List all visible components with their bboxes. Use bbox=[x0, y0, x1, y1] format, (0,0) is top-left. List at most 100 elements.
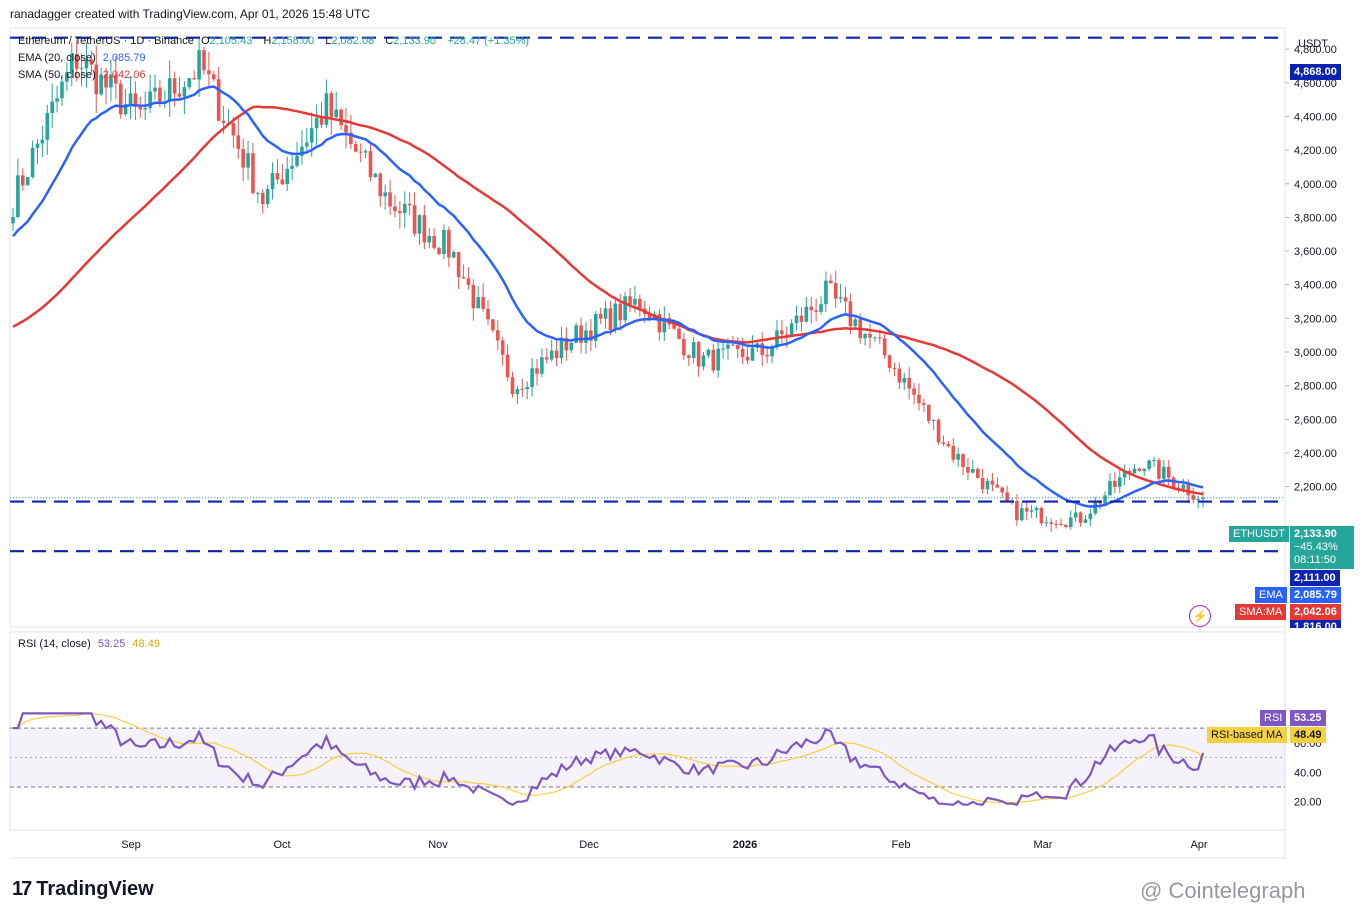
candle-body bbox=[109, 74, 113, 88]
candle-body bbox=[432, 236, 436, 248]
rsi-ma-tag-label: RSI-based MA bbox=[1207, 727, 1287, 743]
candle-body bbox=[691, 342, 696, 358]
candle-body bbox=[466, 278, 471, 285]
candle-body bbox=[30, 147, 35, 178]
currency-label[interactable]: USDT bbox=[1298, 38, 1328, 50]
candle-body bbox=[618, 303, 623, 321]
price-tick-label: 2,800.00 bbox=[1294, 381, 1337, 393]
candle-body bbox=[1020, 508, 1024, 521]
candle-body bbox=[329, 93, 334, 118]
candle-body bbox=[1196, 498, 1200, 500]
candle-body bbox=[211, 74, 216, 80]
level-tag-mid: 2,111.00 bbox=[1290, 570, 1340, 586]
candle-body bbox=[25, 177, 30, 186]
candle-body bbox=[481, 297, 485, 309]
candle-body bbox=[197, 50, 201, 80]
candle-body bbox=[706, 349, 711, 356]
candle-body bbox=[1108, 480, 1112, 496]
candle-body bbox=[451, 252, 456, 258]
candle-body bbox=[589, 330, 593, 341]
candle-body bbox=[535, 368, 539, 374]
candle-body bbox=[344, 125, 348, 133]
candle-body bbox=[16, 175, 20, 217]
time-tick-label: 2026 bbox=[733, 839, 757, 851]
ethusdt-tag-label: ETHUSDT bbox=[1229, 526, 1289, 542]
candle-body bbox=[461, 277, 466, 279]
open-value: O2,105.43 bbox=[200, 35, 253, 47]
ema-tag-value: 2,085.79 bbox=[1290, 587, 1341, 603]
candle-body bbox=[427, 236, 432, 243]
candle-body bbox=[207, 70, 211, 75]
candle-body bbox=[794, 315, 799, 324]
candle-body bbox=[853, 319, 858, 327]
candle-body bbox=[172, 78, 177, 94]
candle-body bbox=[1044, 522, 1049, 524]
candle-body bbox=[956, 453, 960, 460]
candle-body bbox=[1034, 507, 1039, 511]
candle-body bbox=[549, 350, 554, 360]
high-value: H2,158.00 bbox=[263, 35, 315, 47]
candle-body bbox=[780, 330, 784, 335]
candle-body bbox=[231, 123, 236, 136]
candle-body bbox=[1068, 517, 1073, 527]
candle-body bbox=[407, 203, 412, 206]
candle-body bbox=[809, 306, 814, 311]
candle-body bbox=[770, 347, 774, 357]
candle-body bbox=[510, 377, 515, 394]
candle-body bbox=[383, 192, 387, 197]
candle-body bbox=[280, 179, 285, 185]
candle-body bbox=[882, 338, 887, 356]
candle-body bbox=[1181, 484, 1186, 489]
candle-body bbox=[167, 78, 172, 102]
candle-body bbox=[1103, 495, 1107, 504]
candle-body bbox=[442, 229, 446, 255]
candle-body bbox=[393, 206, 397, 212]
candle-body bbox=[60, 81, 64, 99]
candle-body bbox=[148, 91, 152, 108]
candle-body bbox=[133, 93, 138, 107]
candle-body bbox=[1113, 480, 1117, 487]
lightning-icon[interactable]: ⚡ bbox=[1189, 605, 1211, 627]
time-tick-label: Apr bbox=[1190, 839, 1207, 851]
candle-body bbox=[11, 216, 15, 224]
ema-legend: EMA (20, close) 2,085.79 bbox=[18, 52, 150, 64]
time-tick-label: Feb bbox=[892, 839, 911, 851]
ohlc-legend: Ethereum / TetherUS · 1D · Binance O2,10… bbox=[18, 35, 533, 47]
price-tick-label: 4,800.00 bbox=[1294, 44, 1337, 56]
candle-body bbox=[863, 333, 867, 339]
candle-body bbox=[339, 109, 343, 126]
symbol-label: Ethereum / TetherUS · 1D · Binance bbox=[18, 35, 194, 47]
price-tick-label: 3,200.00 bbox=[1294, 313, 1337, 325]
candle-body bbox=[1201, 497, 1205, 499]
candle-body bbox=[990, 480, 995, 485]
candle-body bbox=[623, 296, 627, 321]
candle-body bbox=[402, 203, 407, 214]
candle-body bbox=[721, 348, 725, 350]
candle-body bbox=[358, 151, 363, 153]
sma-legend-value: 2,042.06 bbox=[102, 69, 146, 81]
candle-body bbox=[966, 467, 970, 473]
ema-legend-value: 2,085.79 bbox=[102, 52, 146, 64]
candle-body bbox=[334, 109, 339, 118]
candle-body bbox=[559, 337, 564, 358]
candle-body bbox=[65, 72, 69, 82]
candle-body bbox=[104, 74, 108, 88]
candle-body bbox=[540, 357, 544, 374]
candle-body bbox=[696, 342, 701, 367]
price-tick-label: 2,600.00 bbox=[1294, 414, 1337, 426]
candle-body bbox=[1117, 477, 1122, 487]
candle-body bbox=[922, 403, 926, 405]
price-tick-label: 4,400.00 bbox=[1294, 111, 1337, 123]
candle-body bbox=[309, 128, 314, 143]
candle-body bbox=[128, 93, 133, 105]
candle-body bbox=[373, 173, 378, 178]
candle-body bbox=[216, 79, 221, 121]
price-tick-label: 3,600.00 bbox=[1294, 246, 1337, 258]
candle-body bbox=[971, 469, 975, 473]
candle-body bbox=[1054, 523, 1058, 525]
candle-body bbox=[1147, 460, 1151, 469]
time-tick-label: Dec bbox=[579, 839, 599, 851]
rsi-tag-label: RSI bbox=[1260, 710, 1287, 726]
candle-body bbox=[843, 297, 848, 302]
